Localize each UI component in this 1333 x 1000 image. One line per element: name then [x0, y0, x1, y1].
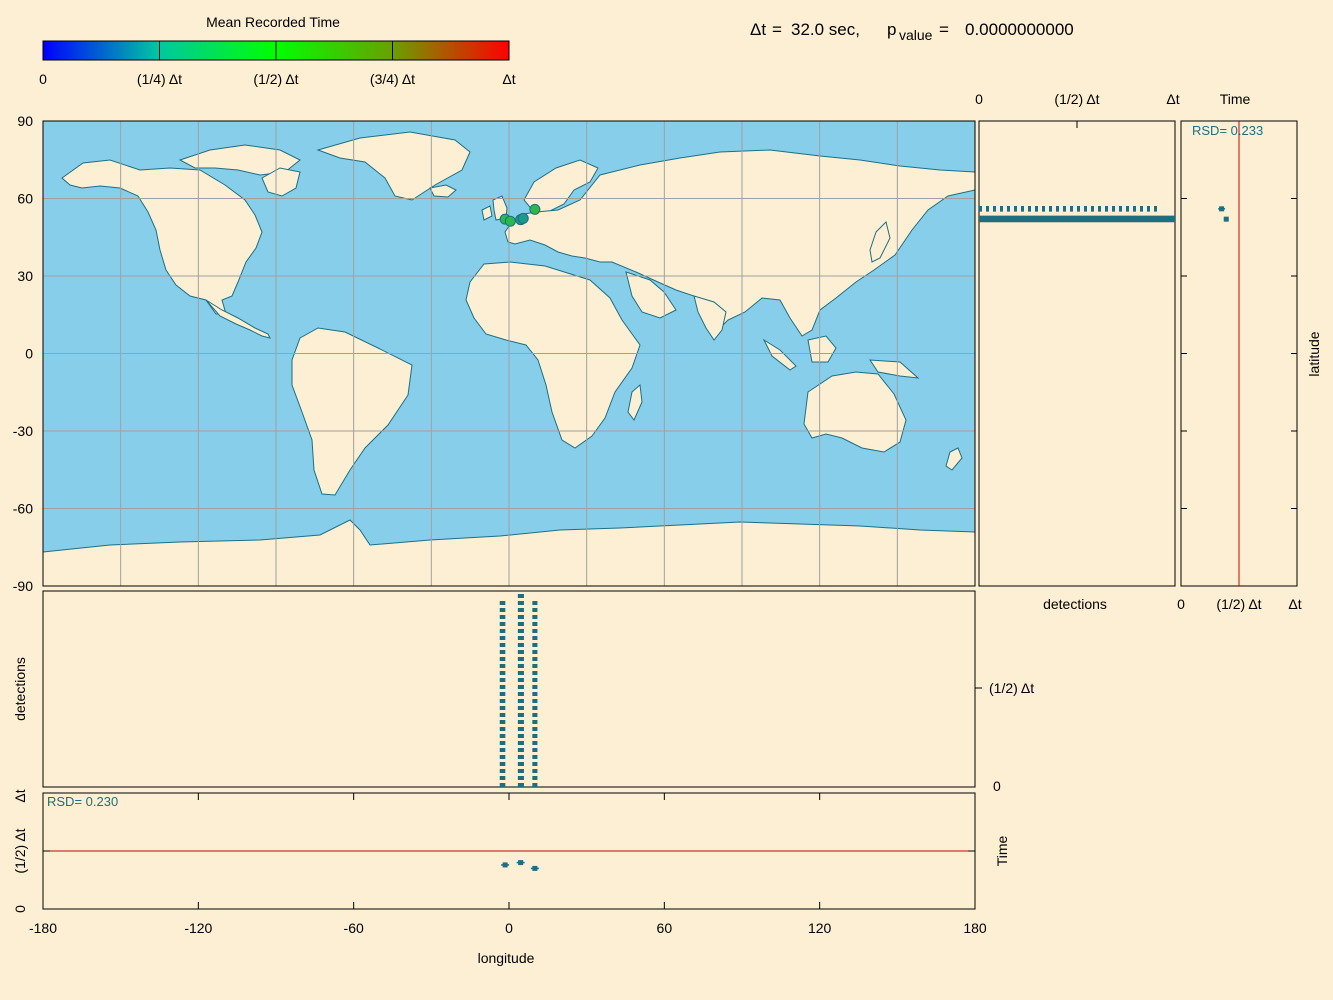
lat-detections-tick: 0 — [975, 91, 983, 107]
baffin-island — [261, 167, 301, 197]
lon-detections-frame — [42, 590, 976, 788]
lon-time-ylabel: Time — [994, 835, 1010, 866]
p-equals: = — [939, 20, 949, 39]
map-point — [517, 212, 529, 224]
lat-time-title: Time — [1220, 91, 1251, 107]
lat-detections-tick: (1/2) Δt — [1054, 91, 1099, 107]
dt-equals: = — [772, 20, 782, 39]
iceland — [429, 184, 457, 198]
latitude-label: latitude — [1306, 331, 1322, 376]
lon-time-panel: RSD= 0.230 Δt (1/2) Δt 0 Time — [12, 789, 1010, 913]
time-point — [1223, 216, 1229, 222]
lat-time-rsd: RSD= 0.233 — [1192, 123, 1263, 138]
india — [693, 295, 727, 341]
lon-time-tick: (1/2) Δt — [12, 828, 28, 873]
lon-detections-tick: 0 — [993, 778, 1001, 794]
lat-detections-panel: 0 (1/2) Δt Δt detections — [975, 91, 1180, 612]
time-point — [1219, 206, 1225, 212]
map-points — [499, 203, 541, 227]
dt-value: 32.0 sec, — [791, 20, 860, 39]
lat-detections-tick: Δt — [1166, 91, 1179, 107]
colorbar-tick: (3/4) Δt — [370, 71, 415, 87]
arabia — [625, 271, 677, 319]
map-grid — [43, 121, 975, 586]
latitude-tick-label: -60 — [13, 501, 33, 517]
dt-symbol: Δt — [750, 20, 766, 39]
lon-time-tick: 0 — [12, 905, 28, 913]
colorbar: Mean Recorded Time 0 (1/4) Δt (1/2) Δt (… — [39, 14, 516, 87]
eurasia — [504, 149, 975, 337]
australia — [803, 371, 907, 453]
p-value: 0.0000000000 — [965, 20, 1074, 39]
south-america — [291, 327, 413, 496]
borneo — [807, 335, 837, 363]
colorbar-tick: (1/2) Δt — [253, 71, 298, 87]
longitude-tick-label: 0 — [505, 920, 513, 936]
map-y-ticks: 90 60 30 0 -30 -60 -90 — [13, 113, 1297, 594]
lat-detections-xlabel: detections — [1043, 596, 1107, 612]
lon-time-tick: Δt — [12, 789, 28, 802]
lon-time-marks — [43, 792, 975, 910]
colorbar-tick: 0 — [39, 71, 47, 87]
time-point — [502, 862, 508, 868]
longitude-tick-label: 120 — [808, 920, 832, 936]
lat-time-panel: Time RSD= 0.233 0 (1/2) Δt Δt latitude — [1177, 91, 1322, 612]
longitude-ticks: -180 -120 -60 0 60 120 180 — [29, 793, 987, 936]
lon-detections-marks — [499, 591, 538, 787]
japan — [869, 221, 891, 263]
lat-time-tick: Δt — [1288, 596, 1301, 612]
latitude-tick-label: 0 — [25, 346, 33, 362]
latitude-tick-label: 60 — [17, 191, 33, 207]
time-point — [532, 865, 538, 871]
map-point — [529, 203, 541, 215]
longitude-label: longitude — [478, 950, 535, 966]
lat-detections-frame — [978, 120, 1176, 587]
lat-time-tick: (1/2) Δt — [1216, 596, 1261, 612]
lon-time-rsd: RSD= 0.230 — [47, 794, 118, 809]
new-zealand — [945, 447, 963, 471]
p-subscript: value — [899, 27, 933, 43]
greenland — [316, 131, 471, 201]
lon-detections-ylabel: detections — [12, 657, 28, 721]
time-point — [518, 860, 524, 866]
latitude-tick-label: 30 — [17, 268, 33, 284]
lat-time-marks — [1218, 121, 1240, 586]
longitude-tick-label: 60 — [657, 920, 673, 936]
header: Δt = 32.0 sec, p value = 0.0000000000 — [750, 20, 1074, 43]
lon-detections-panel: detections (1/2) Δt 0 — [12, 590, 1034, 794]
longitude-tick-label: 180 — [963, 920, 987, 936]
new-guinea — [869, 359, 920, 379]
longitude-tick-label: -60 — [344, 920, 364, 936]
colorbar-tick: Δt — [502, 71, 515, 87]
latitude-tick-label: 90 — [17, 113, 33, 129]
map-panel: 90 60 30 0 -30 -60 -90 — [13, 113, 1297, 594]
latitude-tick-label: -90 — [13, 578, 33, 594]
p-label: p — [887, 20, 896, 39]
lon-detections-tick: (1/2) Δt — [989, 680, 1034, 696]
map-frame — [42, 120, 976, 587]
lat-detections-marks — [979, 206, 1175, 223]
madagascar — [627, 383, 643, 421]
colorbar-title: Mean Recorded Time — [206, 14, 340, 30]
longitude-tick-label: -120 — [184, 920, 212, 936]
central-america — [205, 299, 271, 339]
lat-time-tick: 0 — [1177, 596, 1185, 612]
latitude-tick-label: -30 — [13, 423, 33, 439]
ireland — [481, 205, 493, 221]
map-point — [504, 215, 516, 227]
longitude-tick-label: -180 — [29, 920, 57, 936]
colorbar-tick: (1/4) Δt — [137, 71, 182, 87]
